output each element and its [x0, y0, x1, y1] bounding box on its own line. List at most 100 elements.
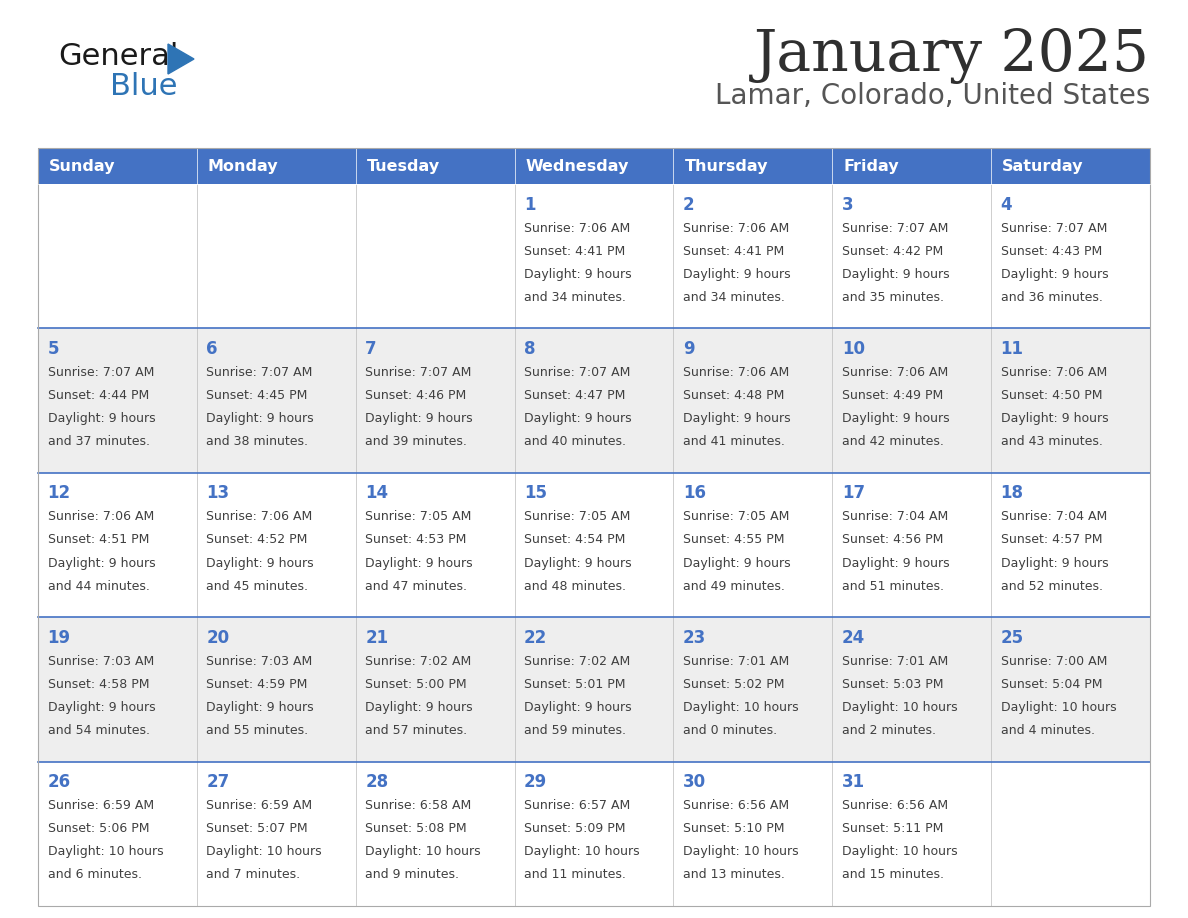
Text: Blue: Blue	[110, 72, 177, 101]
Text: 24: 24	[842, 629, 865, 647]
Text: Daylight: 9 hours: Daylight: 9 hours	[683, 412, 790, 425]
Text: Daylight: 9 hours: Daylight: 9 hours	[207, 412, 314, 425]
Text: Sunrise: 7:05 AM: Sunrise: 7:05 AM	[683, 510, 789, 523]
Text: and 34 minutes.: and 34 minutes.	[524, 291, 626, 304]
Text: and 43 minutes.: and 43 minutes.	[1000, 435, 1102, 448]
Bar	[991, 148, 1150, 184]
Text: and 51 minutes.: and 51 minutes.	[842, 579, 943, 593]
Text: Sunrise: 7:04 AM: Sunrise: 7:04 AM	[842, 510, 948, 523]
Text: Sunset: 5:10 PM: Sunset: 5:10 PM	[683, 823, 784, 835]
Text: and 42 minutes.: and 42 minutes.	[842, 435, 943, 448]
Text: and 44 minutes.: and 44 minutes.	[48, 579, 150, 593]
Text: Sunset: 4:52 PM: Sunset: 4:52 PM	[207, 533, 308, 546]
Text: 30: 30	[683, 773, 706, 791]
Text: Sunrise: 7:07 AM: Sunrise: 7:07 AM	[48, 366, 154, 379]
Text: Saturday: Saturday	[1003, 159, 1083, 174]
Text: Sunrise: 7:02 AM: Sunrise: 7:02 AM	[524, 655, 631, 667]
Polygon shape	[168, 44, 194, 74]
Text: Sunset: 5:01 PM: Sunset: 5:01 PM	[524, 677, 626, 691]
Text: and 52 minutes.: and 52 minutes.	[1000, 579, 1102, 593]
Text: and 9 minutes.: and 9 minutes.	[365, 868, 460, 881]
Text: Sunrise: 7:06 AM: Sunrise: 7:06 AM	[683, 366, 789, 379]
Text: Wednesday: Wednesday	[526, 159, 630, 174]
Text: Daylight: 9 hours: Daylight: 9 hours	[48, 701, 156, 714]
Text: 1: 1	[524, 196, 536, 214]
Text: and 7 minutes.: and 7 minutes.	[207, 868, 301, 881]
Text: Daylight: 10 hours: Daylight: 10 hours	[365, 845, 481, 858]
Text: Sunset: 4:41 PM: Sunset: 4:41 PM	[524, 245, 625, 258]
Bar	[38, 473, 1150, 617]
Text: Sunset: 4:47 PM: Sunset: 4:47 PM	[524, 389, 625, 402]
Text: Sunrise: 6:56 AM: Sunrise: 6:56 AM	[842, 800, 948, 812]
Bar	[514, 148, 674, 184]
Text: 23: 23	[683, 629, 706, 647]
Text: Sunrise: 6:59 AM: Sunrise: 6:59 AM	[48, 800, 153, 812]
Text: Sunset: 4:51 PM: Sunset: 4:51 PM	[48, 533, 148, 546]
Text: Sunset: 4:56 PM: Sunset: 4:56 PM	[842, 533, 943, 546]
Text: Sunset: 4:45 PM: Sunset: 4:45 PM	[207, 389, 308, 402]
Text: Sunrise: 6:58 AM: Sunrise: 6:58 AM	[365, 800, 472, 812]
Text: Sunrise: 7:03 AM: Sunrise: 7:03 AM	[207, 655, 312, 667]
Text: and 35 minutes.: and 35 minutes.	[842, 291, 943, 304]
Text: Lamar, Colorado, United States: Lamar, Colorado, United States	[715, 82, 1150, 110]
Text: 26: 26	[48, 773, 70, 791]
Text: 21: 21	[365, 629, 388, 647]
Text: Daylight: 9 hours: Daylight: 9 hours	[207, 701, 314, 714]
Text: 22: 22	[524, 629, 548, 647]
Bar	[38, 148, 197, 184]
Text: Daylight: 9 hours: Daylight: 9 hours	[524, 412, 632, 425]
Text: Sunrise: 6:57 AM: Sunrise: 6:57 AM	[524, 800, 631, 812]
Text: Sunrise: 6:56 AM: Sunrise: 6:56 AM	[683, 800, 789, 812]
Text: Sunset: 4:42 PM: Sunset: 4:42 PM	[842, 245, 943, 258]
Text: 5: 5	[48, 340, 59, 358]
Text: 17: 17	[842, 485, 865, 502]
Text: Sunrise: 7:06 AM: Sunrise: 7:06 AM	[683, 221, 789, 234]
Text: Tuesday: Tuesday	[367, 159, 440, 174]
Text: 12: 12	[48, 485, 70, 502]
Text: Sunset: 5:07 PM: Sunset: 5:07 PM	[207, 823, 308, 835]
Text: and 59 minutes.: and 59 minutes.	[524, 724, 626, 737]
Text: 11: 11	[1000, 340, 1024, 358]
Text: Daylight: 9 hours: Daylight: 9 hours	[842, 268, 949, 281]
Text: Sunset: 4:46 PM: Sunset: 4:46 PM	[365, 389, 467, 402]
Text: and 45 minutes.: and 45 minutes.	[207, 579, 309, 593]
Text: Sunrise: 7:06 AM: Sunrise: 7:06 AM	[48, 510, 153, 523]
Text: Daylight: 9 hours: Daylight: 9 hours	[524, 268, 632, 281]
Text: Sunset: 5:09 PM: Sunset: 5:09 PM	[524, 823, 626, 835]
Text: Daylight: 9 hours: Daylight: 9 hours	[1000, 268, 1108, 281]
Text: 8: 8	[524, 340, 536, 358]
Text: Sunrise: 7:07 AM: Sunrise: 7:07 AM	[365, 366, 472, 379]
Bar	[38, 617, 1150, 762]
Text: 19: 19	[48, 629, 70, 647]
Text: Sunrise: 7:02 AM: Sunrise: 7:02 AM	[365, 655, 472, 667]
Text: Daylight: 9 hours: Daylight: 9 hours	[48, 556, 156, 569]
Text: and 40 minutes.: and 40 minutes.	[524, 435, 626, 448]
Text: 10: 10	[842, 340, 865, 358]
Text: Sunrise: 7:03 AM: Sunrise: 7:03 AM	[48, 655, 153, 667]
Text: Sunset: 4:55 PM: Sunset: 4:55 PM	[683, 533, 784, 546]
Text: Sunset: 4:59 PM: Sunset: 4:59 PM	[207, 677, 308, 691]
Text: Sunset: 5:04 PM: Sunset: 5:04 PM	[1000, 677, 1102, 691]
Text: Daylight: 9 hours: Daylight: 9 hours	[365, 701, 473, 714]
Bar	[355, 148, 514, 184]
Text: Daylight: 10 hours: Daylight: 10 hours	[207, 845, 322, 858]
Text: Daylight: 9 hours: Daylight: 9 hours	[1000, 412, 1108, 425]
Text: Daylight: 9 hours: Daylight: 9 hours	[365, 412, 473, 425]
Text: 4: 4	[1000, 196, 1012, 214]
Text: Sunrise: 7:06 AM: Sunrise: 7:06 AM	[1000, 366, 1107, 379]
Text: Sunset: 4:43 PM: Sunset: 4:43 PM	[1000, 245, 1102, 258]
Text: Sunset: 5:00 PM: Sunset: 5:00 PM	[365, 677, 467, 691]
Text: and 37 minutes.: and 37 minutes.	[48, 435, 150, 448]
Text: 29: 29	[524, 773, 548, 791]
Text: and 6 minutes.: and 6 minutes.	[48, 868, 141, 881]
Text: Daylight: 9 hours: Daylight: 9 hours	[365, 556, 473, 569]
Text: Thursday: Thursday	[684, 159, 769, 174]
Text: 20: 20	[207, 629, 229, 647]
Text: Daylight: 10 hours: Daylight: 10 hours	[524, 845, 639, 858]
Text: 15: 15	[524, 485, 548, 502]
Text: Daylight: 10 hours: Daylight: 10 hours	[842, 701, 958, 714]
Bar	[38, 329, 1150, 473]
Text: Daylight: 9 hours: Daylight: 9 hours	[48, 412, 156, 425]
Text: Sunrise: 7:06 AM: Sunrise: 7:06 AM	[524, 221, 631, 234]
Text: and 39 minutes.: and 39 minutes.	[365, 435, 467, 448]
